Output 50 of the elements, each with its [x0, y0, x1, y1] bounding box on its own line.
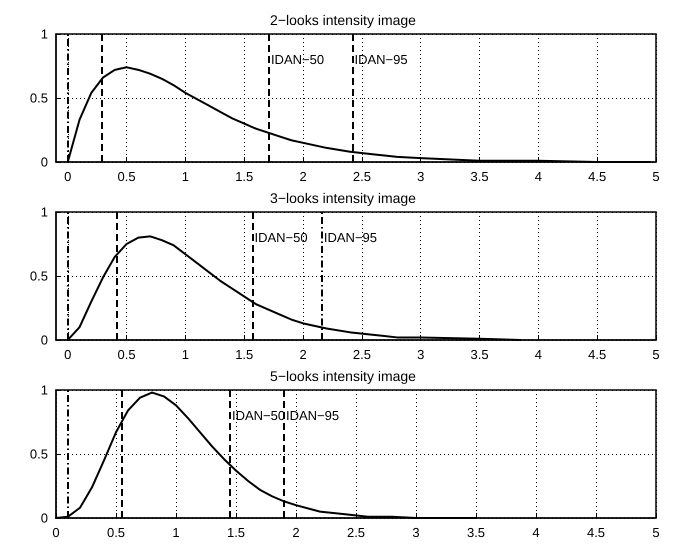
y-tick-label: 0	[40, 510, 48, 526]
chart-title: 2−looks intensity image	[270, 12, 416, 28]
x-tick-label: 2	[299, 347, 307, 362]
x-tick-label: 3	[417, 169, 424, 184]
y-tick-label: 1	[40, 26, 48, 42]
x-tick-label: 1	[182, 347, 190, 362]
y-tick-label: 1	[40, 204, 48, 220]
x-tick-label: 2.5	[346, 525, 366, 540]
x-tick-label: 1	[182, 169, 190, 184]
ref-line-label: IDAN−95	[286, 408, 340, 424]
y-tick-label: 0.5	[30, 446, 48, 462]
y-tick-label: 0.5	[30, 268, 48, 284]
x-tick-label: 4	[534, 347, 542, 362]
ref-line-label: IDAN−95	[354, 52, 408, 68]
x-tick-label: 0.5	[118, 347, 136, 362]
x-tick-label: 3.5	[466, 525, 486, 540]
x-tick-label: 3.5	[470, 347, 489, 362]
ref-line-label: IDAN−95	[324, 230, 378, 246]
y-tick-label: 0	[40, 332, 48, 348]
x-tick-label: 4.5	[588, 169, 606, 184]
x-tick-label: 1.5	[235, 169, 254, 184]
x-tick-label: 0	[52, 525, 60, 540]
x-tick-label: 3	[417, 347, 424, 362]
x-tick-label: 4	[532, 525, 540, 540]
x-tick-label: 0.5	[118, 169, 136, 184]
x-tick-label: 0	[64, 169, 72, 184]
y-tick-label: 0	[40, 154, 48, 170]
x-tick-label: 2.5	[352, 169, 371, 184]
y-tick-label: 0.5	[30, 90, 48, 106]
x-tick-label: 2	[299, 169, 307, 184]
x-tick-label: 2	[292, 525, 300, 540]
x-tick-label: 1	[172, 525, 180, 540]
x-tick-label: 1.5	[226, 525, 246, 540]
x-tick-label: 5	[652, 169, 660, 184]
x-tick-label: 4.5	[588, 347, 606, 362]
ref-line-label: IDAN−50	[270, 52, 324, 68]
chart-title: 5−looks intensity image	[270, 368, 416, 384]
ref-line-label: IDAN−50	[254, 230, 308, 246]
x-tick-label: 4	[534, 169, 542, 184]
x-tick-label: 3	[412, 525, 420, 540]
x-tick-label: 4.5	[586, 525, 606, 540]
x-tick-label: 2.5	[352, 347, 371, 362]
chart-title: 3−looks intensity image	[270, 190, 416, 206]
x-tick-label: 3.5	[470, 169, 489, 184]
x-tick-label: 5	[652, 347, 660, 362]
x-tick-label: 0	[64, 347, 72, 362]
x-tick-label: 5	[652, 525, 660, 540]
y-tick-label: 1	[40, 382, 48, 398]
x-tick-label: 0.5	[106, 525, 126, 540]
x-tick-label: 1.5	[235, 347, 254, 362]
